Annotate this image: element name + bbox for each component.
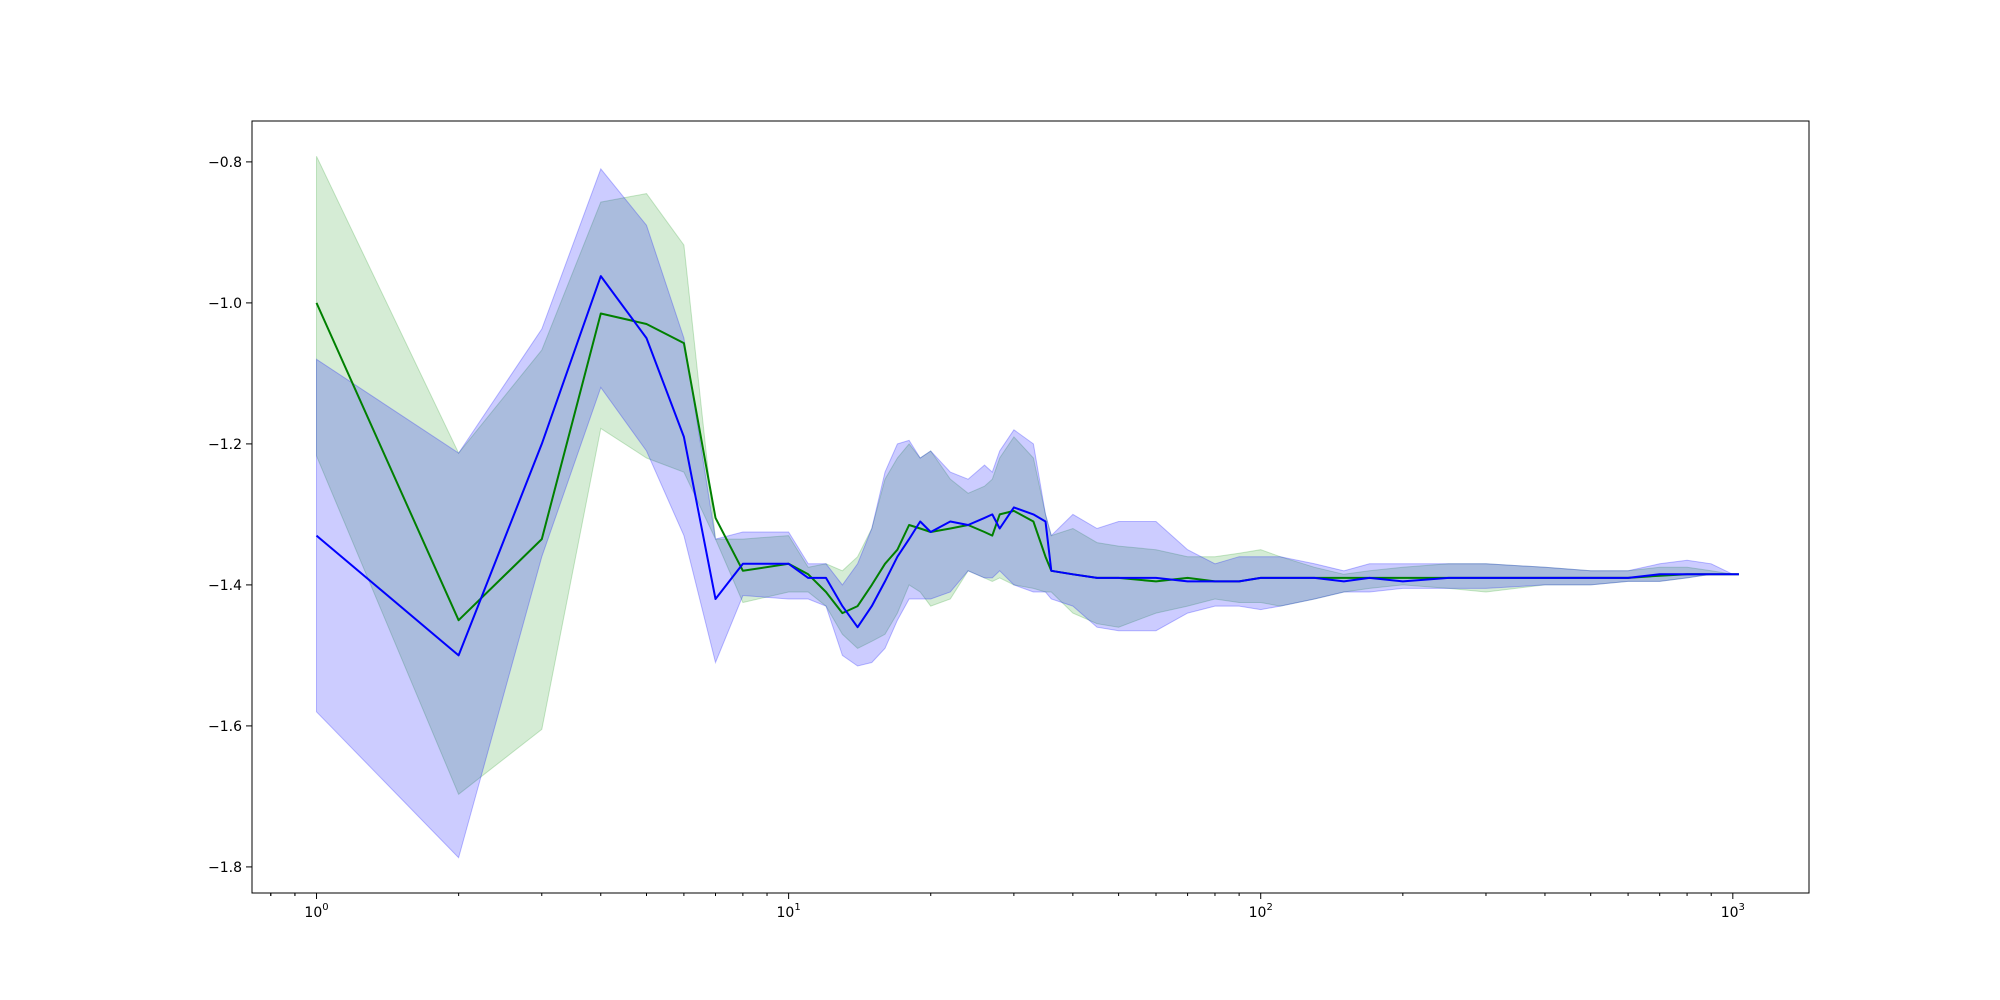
x-tick-label: 102 xyxy=(1249,902,1273,921)
y-axis: −0.8 −1.0 −1.2 −1.4 −1.6 −1.8 xyxy=(208,155,252,876)
y-tick-label: −1.8 xyxy=(208,860,242,876)
y-tick-label: −1.4 xyxy=(208,578,242,594)
x-tick-label: 101 xyxy=(777,902,801,921)
x-tick-label: 100 xyxy=(304,902,328,921)
plot-frame xyxy=(251,120,1810,894)
y-tick-label: −1.6 xyxy=(208,719,242,735)
y-tick-label: −1.0 xyxy=(208,296,242,312)
x-tick-label: 103 xyxy=(1721,902,1745,921)
y-tick-label: −1.2 xyxy=(208,437,242,453)
y-tick-label: −0.8 xyxy=(208,155,242,171)
series-lines xyxy=(315,275,1739,657)
x-axis: 100 101 102 103 xyxy=(270,893,1745,921)
series-1-line xyxy=(315,275,1739,657)
